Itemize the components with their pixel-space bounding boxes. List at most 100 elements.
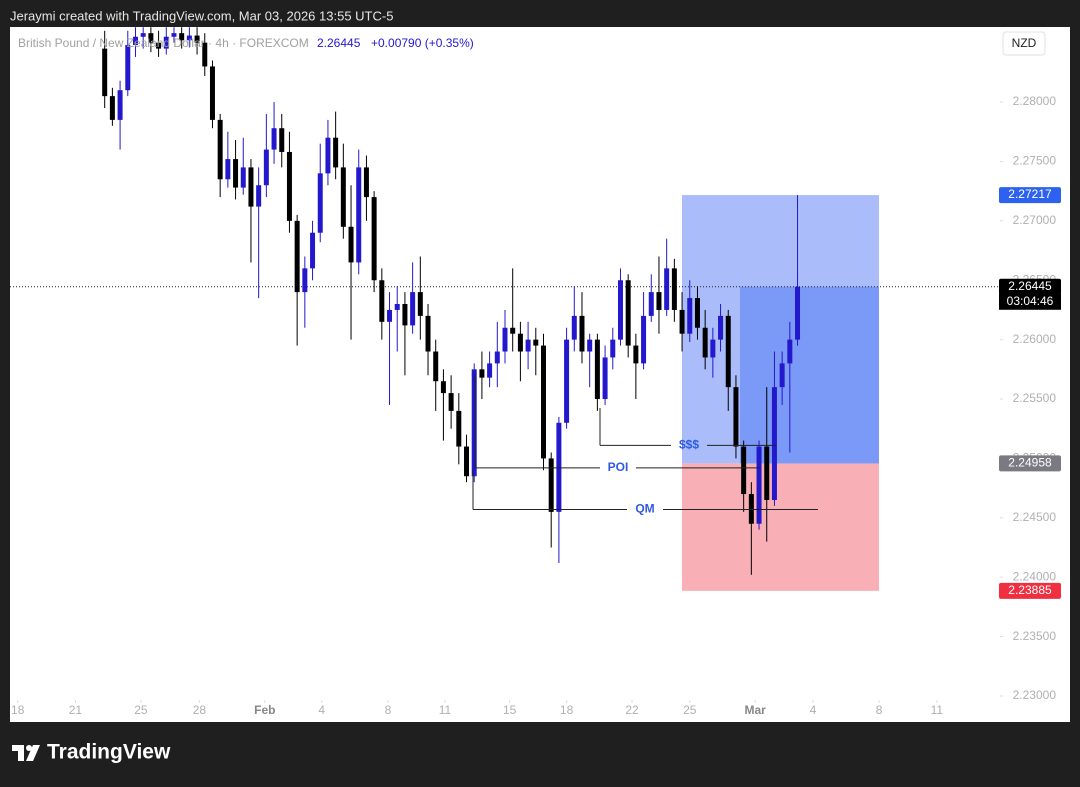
- candle-body: [425, 315, 431, 352]
- candle-body: [464, 446, 470, 477]
- stop-tag: 2.23885: [1008, 583, 1052, 597]
- x-tick-label: 8: [385, 703, 392, 717]
- stop-tag-box: [999, 582, 1061, 599]
- candle-body: [671, 268, 677, 310]
- candle-body: [502, 327, 508, 352]
- currency[interactable]: NZD: [1012, 36, 1037, 50]
- candle-body: [186, 35, 192, 41]
- level-label: QM: [635, 502, 654, 516]
- x-tick-label: 22: [625, 703, 639, 717]
- y-tick-label: 2.28000: [1013, 94, 1057, 108]
- candle-body: [294, 220, 300, 293]
- candle-body: [333, 137, 339, 168]
- candle-body: [510, 327, 516, 334]
- candle-body: [209, 66, 215, 120]
- y-tick-label: 2.27500: [1013, 154, 1057, 168]
- open-pnl-zone: [740, 286, 879, 464]
- candle-body: [402, 304, 408, 326]
- candle-body: [718, 315, 724, 340]
- candle-body: [517, 333, 523, 352]
- x-tick-label: 15: [503, 703, 517, 717]
- countdown-box: [999, 293, 1061, 310]
- candle-body: [679, 309, 685, 334]
- last-tag: 2.26445: [1008, 279, 1052, 293]
- level-label: POI: [608, 460, 629, 474]
- candle-body: [725, 315, 731, 388]
- candle-body: [564, 339, 570, 423]
- candle-body: [256, 185, 262, 207]
- candle-body: [456, 410, 462, 447]
- symbol: British Pound / New Zealand Dollar · 4h …: [18, 36, 309, 50]
- candle-body: [302, 268, 308, 293]
- candle-body: [633, 345, 639, 364]
- candle-body: [240, 167, 246, 188]
- x-tick-label: 18: [11, 703, 25, 717]
- candle-body: [556, 422, 562, 512]
- candle-body: [795, 286, 801, 340]
- candle-body: [271, 128, 277, 150]
- candle-body: [771, 387, 777, 500]
- candle-body: [741, 446, 747, 495]
- candle-body: [340, 167, 346, 227]
- candle-body: [641, 315, 647, 364]
- stop-zone: [682, 463, 879, 591]
- x-tick-label: 21: [69, 703, 83, 717]
- last-price: 2.26445: [317, 36, 361, 50]
- x-tick-label: 11: [931, 703, 944, 717]
- candle-body: [571, 315, 577, 340]
- credit: Jeraymi created with TradingView.com, Ma…: [10, 8, 393, 23]
- currency-box[interactable]: [1002, 31, 1046, 56]
- x-tick-label: 4: [318, 703, 325, 717]
- candle-body: [625, 280, 631, 346]
- x-tick-label: Feb: [254, 703, 275, 717]
- y-tick-label: 2.24000: [1013, 569, 1057, 583]
- candle-body: [617, 280, 623, 340]
- candle-body: [371, 197, 377, 281]
- candle-body: [471, 369, 477, 477]
- candle-body: [171, 33, 177, 37]
- brand: TradingView: [47, 741, 171, 764]
- candle-body: [140, 33, 146, 37]
- x-tick-label: 25: [683, 703, 697, 717]
- candle-body: [610, 339, 616, 358]
- candle-body: [417, 292, 423, 316]
- candle-body: [702, 327, 708, 358]
- candle-body: [656, 292, 662, 310]
- candle-body: [648, 292, 654, 316]
- candle-body: [310, 232, 316, 269]
- candle-body: [363, 167, 369, 198]
- x-tick-label: Mar: [745, 703, 767, 717]
- chart-pane: [10, 27, 1070, 722]
- candle-body: [279, 128, 285, 152]
- candle-body: [487, 363, 493, 378]
- candle-body: [602, 357, 608, 400]
- price-change: +0.00790 (+0.35%): [371, 36, 474, 50]
- y-tick-label: 2.23000: [1013, 688, 1057, 702]
- x-tick-label: 28: [193, 703, 207, 717]
- candle-body: [263, 149, 269, 186]
- candle-body: [317, 173, 323, 233]
- brand-logo: [12, 745, 40, 761]
- target-tag-box: [999, 187, 1061, 204]
- entry-tag: 2.24958: [1008, 456, 1052, 470]
- candle-body: [533, 339, 539, 346]
- y-tick-label: 2.25500: [1013, 391, 1057, 405]
- candle-body: [163, 36, 169, 49]
- candle-body: [494, 351, 500, 364]
- y-tick-label: 2.27000: [1013, 213, 1057, 227]
- candle-body: [448, 393, 454, 411]
- level-label: $$$: [679, 438, 699, 452]
- candle-body: [710, 339, 716, 358]
- candle-body: [779, 363, 785, 388]
- y-tick-label: 2.26000: [1013, 332, 1057, 346]
- candle-body: [348, 226, 354, 263]
- candle-body: [540, 345, 546, 459]
- candle-body: [410, 292, 416, 326]
- candle-body: [217, 119, 223, 180]
- candle-body: [156, 42, 162, 49]
- x-tick-label: 25: [134, 703, 148, 717]
- candle-body: [748, 494, 754, 524]
- candle-body: [479, 369, 485, 378]
- candle-body: [179, 33, 185, 41]
